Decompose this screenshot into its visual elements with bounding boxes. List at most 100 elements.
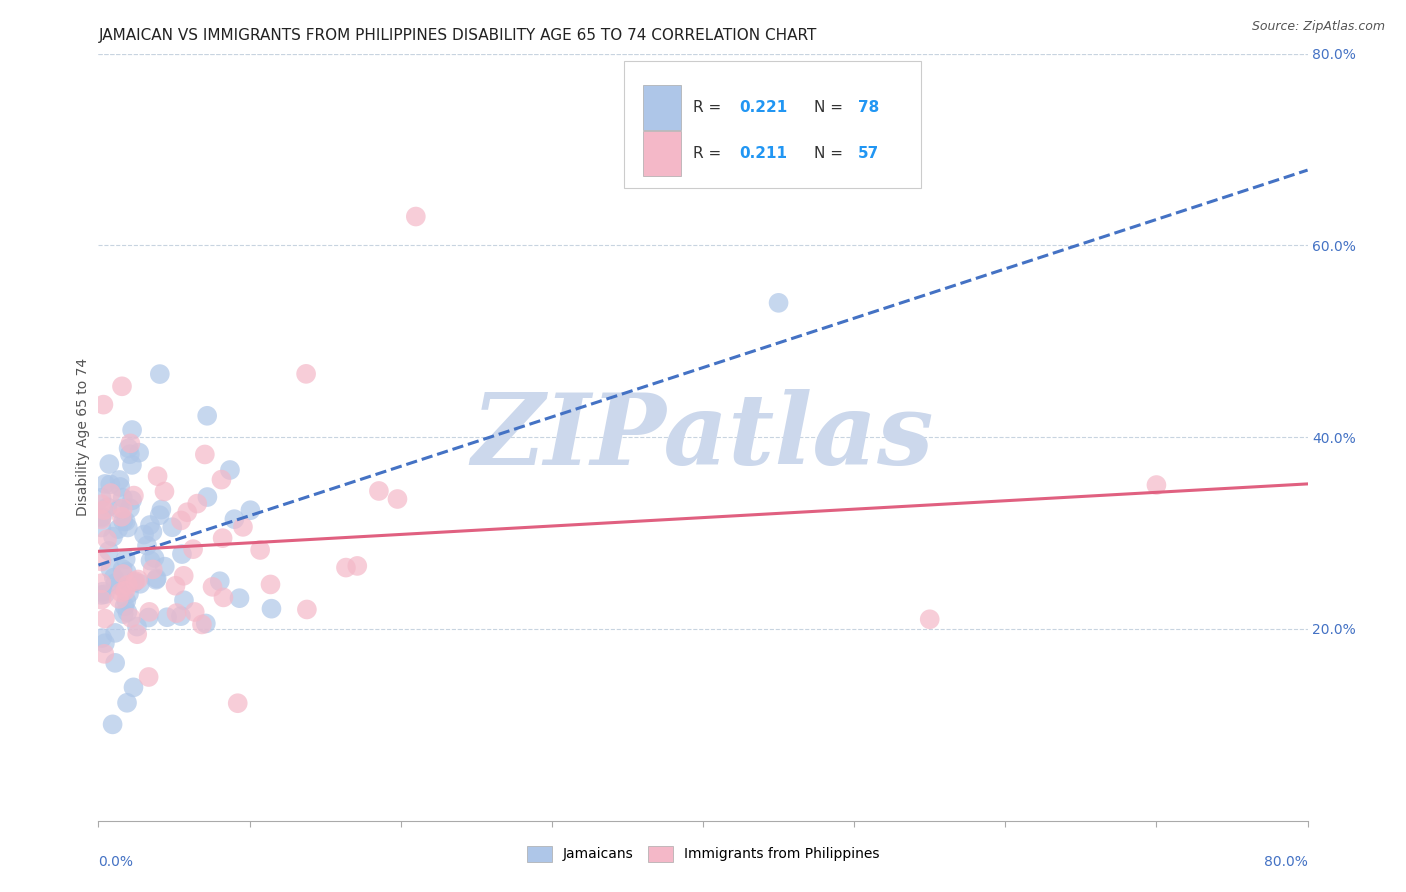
- Text: N =: N =: [814, 100, 844, 115]
- Point: [114, 552, 136, 566]
- Point: [201, 580, 224, 594]
- Point: [295, 367, 318, 381]
- Text: 0.221: 0.221: [740, 100, 787, 115]
- Point: [97, 544, 120, 558]
- Point: [124, 574, 146, 589]
- Point: [121, 423, 143, 437]
- Point: [93, 647, 115, 661]
- Point: [110, 585, 132, 599]
- Point: [122, 489, 145, 503]
- Point: [96, 532, 118, 546]
- Point: [918, 612, 941, 626]
- Point: [127, 573, 149, 587]
- Point: [249, 543, 271, 558]
- Y-axis label: Disability Age 65 to 74: Disability Age 65 to 74: [76, 358, 90, 516]
- Point: [98, 457, 121, 471]
- Point: [768, 296, 790, 310]
- Point: [156, 610, 179, 624]
- Point: [176, 505, 198, 519]
- Point: [387, 491, 409, 506]
- Point: [226, 696, 249, 710]
- Point: [94, 587, 117, 601]
- Text: 0.211: 0.211: [740, 145, 787, 161]
- Legend: Jamaicans, Immigrants from Philippines: Jamaicans, Immigrants from Philippines: [522, 840, 884, 867]
- Point: [90, 511, 112, 525]
- Point: [367, 483, 389, 498]
- Point: [139, 554, 162, 568]
- Point: [173, 569, 195, 583]
- Point: [96, 500, 118, 515]
- Point: [118, 586, 141, 600]
- Point: [108, 480, 131, 494]
- Point: [104, 576, 127, 591]
- Text: R =: R =: [693, 145, 721, 161]
- Point: [346, 558, 368, 573]
- Point: [186, 497, 208, 511]
- Text: Source: ZipAtlas.com: Source: ZipAtlas.com: [1251, 20, 1385, 33]
- Point: [194, 447, 217, 461]
- Point: [141, 524, 163, 539]
- Point: [211, 531, 233, 545]
- Point: [90, 497, 112, 511]
- Point: [90, 509, 112, 524]
- Point: [1144, 478, 1167, 492]
- Point: [139, 518, 162, 533]
- Text: 0.0%: 0.0%: [98, 855, 134, 869]
- Point: [121, 493, 143, 508]
- Point: [117, 605, 139, 619]
- Point: [195, 409, 218, 423]
- Point: [112, 515, 135, 529]
- Point: [115, 696, 138, 710]
- Point: [219, 463, 242, 477]
- Point: [108, 579, 131, 593]
- Text: 78: 78: [858, 100, 879, 115]
- Text: N =: N =: [814, 145, 844, 161]
- Text: JAMAICAN VS IMMIGRANTS FROM PHILIPPINES DISABILITY AGE 65 TO 74 CORRELATION CHAR: JAMAICAN VS IMMIGRANTS FROM PHILIPPINES …: [98, 28, 817, 43]
- Point: [149, 367, 172, 381]
- Point: [115, 565, 138, 579]
- Point: [212, 591, 235, 605]
- Point: [211, 473, 233, 487]
- Point: [194, 616, 217, 631]
- Point: [117, 442, 139, 456]
- Point: [153, 484, 176, 499]
- Point: [120, 436, 142, 450]
- Point: [118, 447, 141, 461]
- Point: [181, 542, 204, 557]
- Point: [184, 605, 207, 619]
- Point: [127, 627, 149, 641]
- Point: [173, 593, 195, 607]
- Point: [138, 670, 160, 684]
- Point: [107, 522, 129, 536]
- Point: [121, 458, 143, 472]
- FancyBboxPatch shape: [643, 85, 682, 130]
- Point: [111, 562, 134, 576]
- Point: [90, 512, 112, 526]
- Point: [150, 502, 173, 516]
- Point: [111, 379, 134, 393]
- Point: [145, 572, 167, 586]
- Text: 80.0%: 80.0%: [1264, 855, 1308, 869]
- Point: [295, 602, 318, 616]
- Point: [114, 599, 136, 614]
- Point: [90, 491, 112, 505]
- Point: [228, 591, 250, 606]
- Point: [118, 501, 141, 516]
- Point: [124, 575, 146, 590]
- Point: [166, 606, 188, 620]
- Point: [146, 469, 169, 483]
- Point: [104, 626, 127, 640]
- Point: [111, 501, 134, 516]
- Point: [405, 210, 427, 224]
- Point: [132, 527, 155, 541]
- Point: [111, 491, 134, 505]
- FancyBboxPatch shape: [624, 62, 921, 188]
- Point: [101, 530, 124, 544]
- Point: [122, 681, 145, 695]
- Point: [90, 520, 112, 534]
- Point: [260, 601, 283, 615]
- Point: [138, 610, 160, 624]
- Point: [170, 547, 193, 561]
- Point: [101, 717, 124, 731]
- Point: [100, 486, 122, 500]
